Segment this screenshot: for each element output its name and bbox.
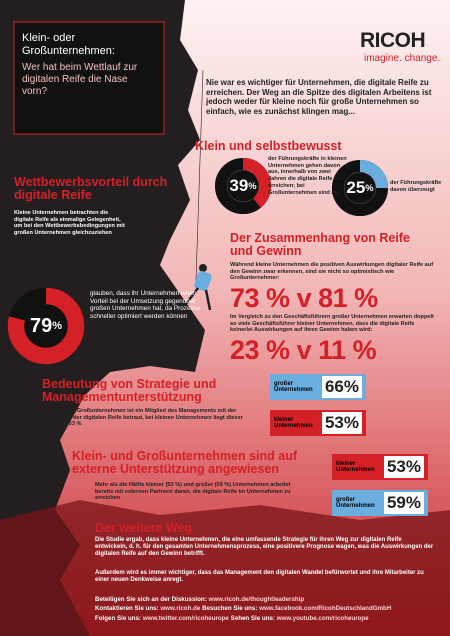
unit: %	[343, 377, 359, 396]
comparison: 73 % v 81 %	[230, 285, 378, 312]
box-label: kleiner Unternehmen	[336, 461, 375, 473]
box-value: 66%	[321, 376, 362, 398]
value: 53	[324, 413, 344, 432]
unit: %	[405, 457, 421, 476]
donut-arc	[214, 157, 272, 215]
stat-text: der Führungskräfte in kleinen Unternehme…	[268, 156, 347, 196]
value: 23 %	[230, 335, 290, 365]
footer-label: Kontaktieren Sie uns:	[95, 605, 159, 613]
stat-box: großer Unternehmen 66%	[270, 374, 366, 400]
unit: %	[52, 320, 63, 332]
header-title: Klein- oder Großunternehmen:	[22, 32, 115, 58]
stat-box: kleiner Unternehmen 53%	[270, 410, 366, 436]
donut-hole	[344, 172, 376, 204]
footer: Beteiligen Sie sich an der Diskussion: w…	[95, 596, 445, 624]
footer-link[interactable]: www.ricoh.de/thoughtleadership	[208, 596, 305, 603]
stat-text: glauben, dass ihr Unternehmen einen Vort…	[90, 290, 201, 321]
stat-box: kleiner Unternehmen 53%	[332, 454, 428, 480]
box-label: großer Unternehmen	[336, 497, 375, 509]
ground	[0, 500, 450, 636]
value: 79	[29, 315, 53, 337]
body-text: Die Studie ergab, dass kleine Unternehme…	[95, 537, 434, 558]
separator: v	[296, 283, 312, 313]
body-text: Im Vergleich zu den Geschäftsführern gro…	[230, 314, 434, 334]
logo-tagline: imagine. change.	[364, 53, 441, 64]
stat-box: großer Unternehmen 59%	[332, 490, 428, 516]
footer-link[interactable]: www.ricoh.de	[160, 605, 201, 613]
box-label: kleiner Unternehmen	[274, 417, 313, 429]
value: 53	[386, 457, 406, 476]
footer-line: Kontaktieren Sie uns: www.ricoh.de Besuc…	[95, 605, 445, 612]
value: 81 %	[318, 283, 378, 313]
body-text: Mehr als die Hälfte kleiner (53 %) und g…	[95, 482, 291, 502]
donut-arc	[331, 159, 389, 217]
donut-hole	[227, 170, 259, 202]
footer-label: Beteiligen Sie sich an der Diskussion:	[95, 596, 207, 603]
footer-link[interactable]: www.youtube.com/ricoheurope	[276, 614, 369, 622]
value: 25	[346, 177, 366, 197]
donut-label: 79%	[16, 314, 76, 338]
body-text: Kleine Unternehmen betrachten die digita…	[14, 210, 125, 237]
heading: Klein- und Großunternehmen sind auf exte…	[72, 449, 297, 477]
footer-label: Sehen Sie uns:	[230, 614, 275, 622]
logo-brand: RICOH	[360, 29, 426, 52]
box-value: 53%	[321, 412, 362, 434]
heading: Wettbewerbsvorteil durch digitale Reife	[14, 175, 168, 203]
unit: %	[405, 493, 421, 512]
donut-label: 39%	[221, 176, 265, 196]
heading: Bedeutung von Strategie und Managementun…	[42, 377, 217, 405]
value: 11 %	[318, 335, 377, 365]
heading: Der weitere Weg	[95, 521, 193, 535]
footer-label: Besuchen Sie uns:	[202, 605, 258, 613]
header-question: Wer hat beim Wettlauf zur digitalen Reif…	[22, 62, 138, 97]
climber	[185, 264, 212, 311]
unit: %	[248, 180, 257, 191]
body-text: Bei 66 % der Großunternehmen ist ein Mit…	[42, 408, 243, 428]
value: 59	[386, 493, 406, 512]
value: 73 %	[230, 283, 290, 313]
box-value: 59%	[383, 492, 424, 514]
value: 66	[324, 377, 344, 396]
header-box	[13, 21, 165, 135]
box-value: 53%	[383, 456, 424, 478]
body-text: Während kleine Unternehmen die positiven…	[230, 262, 434, 282]
comparison: 23 % v 11 %	[230, 335, 377, 365]
donut-label: 25%	[338, 178, 382, 198]
value: 39	[229, 175, 249, 195]
stat-text: der Führungskräfte davon überzeugt	[390, 180, 442, 193]
donut-arc	[7, 287, 85, 365]
footer-link[interactable]: www.facebook.com/RicohDeutschlandGmbH	[259, 605, 392, 613]
cliff	[0, 0, 205, 636]
box-label: großer Unternehmen	[274, 381, 313, 393]
unit: %	[343, 413, 359, 432]
footer-line: Beteiligen Sie sich an der Diskussion: w…	[95, 596, 445, 603]
donut-hole	[24, 304, 68, 348]
heading: Der Zusammenhang von Reife und Gewinn	[230, 231, 410, 259]
footer-link[interactable]: www.twitter.com/ricoheurope	[142, 614, 229, 622]
unit: %	[365, 182, 374, 193]
body-text: Außerdem wird es immer wichtiger, dass d…	[95, 570, 424, 584]
separator: v	[296, 335, 312, 365]
intro: Nie war es wichtiger für Unternehmen, di…	[206, 78, 432, 116]
rope	[195, 69, 204, 281]
heading: Klein und selbstbewusst	[195, 139, 342, 153]
footer-line: Folgen Sie uns: www.twitter.com/ricoheur…	[95, 615, 445, 622]
footer-label: Folgen Sie uns:	[95, 614, 142, 622]
